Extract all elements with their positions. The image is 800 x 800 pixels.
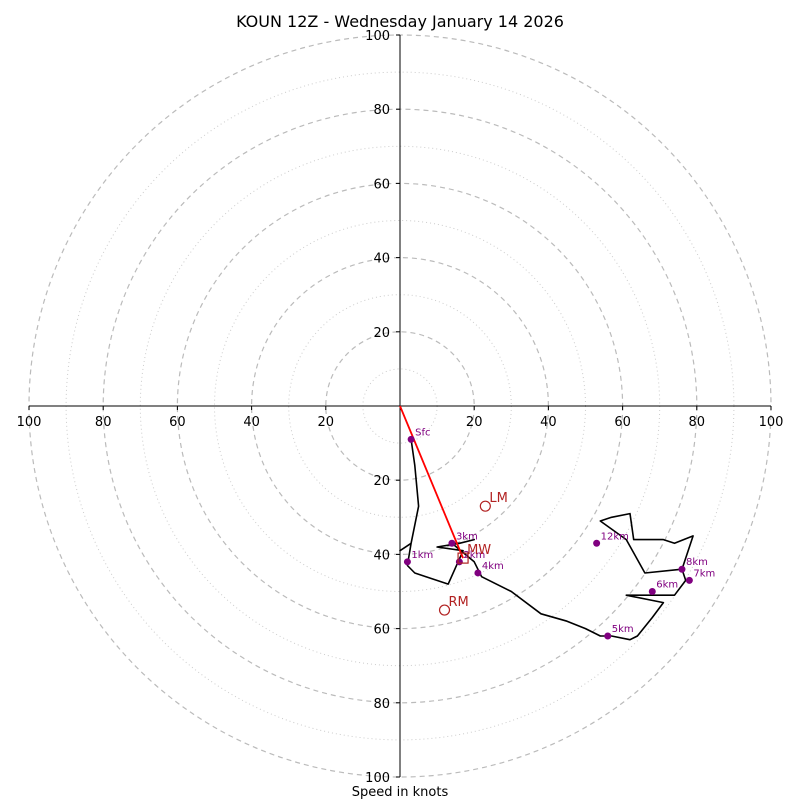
y-tick-label: 40 bbox=[373, 252, 390, 267]
height-label: 8km bbox=[686, 557, 708, 568]
y-tick-label: 80 bbox=[373, 697, 390, 712]
x-tick-label: 100 bbox=[759, 415, 784, 430]
x-tick-label: 40 bbox=[243, 415, 260, 430]
y-tick-label: 100 bbox=[365, 29, 390, 44]
height-label: 2km bbox=[463, 550, 485, 561]
motion-label: LM bbox=[489, 491, 507, 506]
storm-motion-markers: LM MW RM bbox=[438, 491, 508, 616]
height-label: 6km bbox=[656, 580, 678, 591]
y-tick-label: 100 bbox=[365, 771, 390, 786]
x-tick-label: 80 bbox=[689, 415, 706, 430]
y-tick-label: 60 bbox=[373, 623, 390, 638]
height-marker bbox=[455, 558, 463, 566]
height-marker bbox=[403, 558, 411, 566]
x-tick-label: 60 bbox=[169, 415, 186, 430]
x-tick-label: 40 bbox=[540, 415, 557, 430]
chart-title: KOUN 12Z - Wednesday January 14 2026 bbox=[236, 12, 564, 31]
motion-label: RM bbox=[449, 595, 469, 610]
height-marker bbox=[604, 632, 612, 640]
height-label: 5km bbox=[612, 624, 634, 635]
height-marker bbox=[593, 539, 601, 547]
motion-marker bbox=[457, 552, 469, 564]
x-tick-label: 20 bbox=[466, 415, 483, 430]
height-marker bbox=[648, 588, 656, 595]
mean-wind-line bbox=[399, 405, 464, 559]
height-marker bbox=[448, 539, 456, 547]
height-marker bbox=[407, 435, 415, 443]
height-marker bbox=[474, 569, 482, 577]
y-tick-label: 20 bbox=[373, 326, 390, 341]
y-tick-label: 80 bbox=[373, 103, 390, 118]
x-tick-label: 80 bbox=[95, 415, 112, 430]
x-axis-label: Speed in knots bbox=[352, 785, 449, 800]
axis-ticks: 100 80 60 40 20 20 40 60 80 100 100 80 60 40 20 20 40 60 8… bbox=[17, 29, 784, 786]
motion-label: MW bbox=[467, 543, 491, 558]
y-tick-label: 60 bbox=[373, 177, 390, 192]
mean-wind-line-group bbox=[399, 405, 464, 559]
height-label: 4km bbox=[482, 561, 504, 572]
hodograph-trace bbox=[399, 439, 694, 641]
height-marker bbox=[685, 576, 693, 584]
y-tick-label: 20 bbox=[373, 474, 390, 489]
height-label: 1km bbox=[411, 550, 433, 561]
height-label: 12km bbox=[601, 531, 629, 542]
height-marker bbox=[678, 565, 686, 573]
motion-marker bbox=[479, 500, 491, 512]
height-label: 7km bbox=[693, 568, 715, 579]
x-tick-label: 60 bbox=[614, 415, 631, 430]
hodograph-trace-group bbox=[399, 439, 694, 641]
height-label: 3km bbox=[456, 531, 478, 542]
x-tick-label: 20 bbox=[318, 415, 335, 430]
motion-marker bbox=[438, 604, 451, 616]
height-label: Sfc bbox=[415, 427, 430, 438]
y-tick-label: 40 bbox=[373, 548, 390, 563]
x-tick-label: 100 bbox=[17, 415, 42, 430]
